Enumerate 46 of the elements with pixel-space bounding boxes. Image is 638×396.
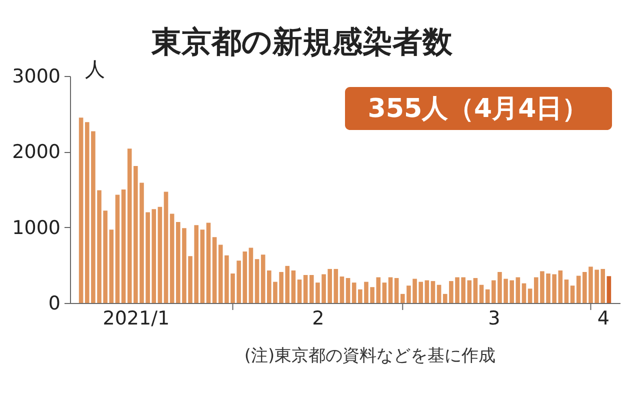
bar [206, 222, 211, 303]
bar [576, 276, 581, 303]
x-tick-label: 2 [312, 308, 324, 330]
x-tick-label: 4 [597, 308, 610, 330]
bar [78, 118, 84, 303]
bar [522, 283, 526, 303]
bar [436, 284, 442, 303]
bar [291, 270, 296, 303]
bar [606, 276, 612, 303]
bar [109, 230, 114, 303]
y-tick-label: 2000 [12, 141, 60, 164]
bar [570, 286, 575, 303]
bar [528, 288, 532, 303]
bar [430, 281, 436, 303]
bar [121, 190, 126, 303]
y-tick-label: 3000 [12, 66, 60, 88]
bar [303, 275, 308, 303]
bar [164, 192, 168, 303]
text: (注)東京都の資料などを基に作成 [244, 346, 496, 366]
x-tick-label: 3 [488, 308, 500, 330]
bar [564, 280, 569, 303]
bar [473, 278, 478, 303]
chart-title: 東京都の新規感染者数 [150, 25, 454, 60]
bar [254, 259, 260, 303]
bar [200, 230, 205, 303]
bar [170, 214, 174, 303]
y-tick-label: 1000 [12, 216, 60, 239]
bar [485, 289, 490, 303]
bar [479, 284, 484, 303]
bar [394, 278, 399, 303]
annotation: 355人（4月4日） [368, 94, 588, 124]
bar [248, 248, 254, 303]
bar [158, 206, 162, 303]
bar [260, 254, 266, 303]
bar [340, 276, 344, 303]
y-axis-title: 人 [85, 57, 105, 81]
bar [424, 280, 430, 303]
bar [516, 277, 520, 303]
bar [297, 280, 302, 303]
bar [212, 237, 217, 303]
y-tick-label: 0 [48, 292, 60, 314]
x-tick-label: 2021/1 [102, 308, 170, 330]
bar [346, 278, 350, 303]
bar [115, 194, 120, 303]
bar [382, 282, 387, 303]
bar [388, 277, 393, 303]
